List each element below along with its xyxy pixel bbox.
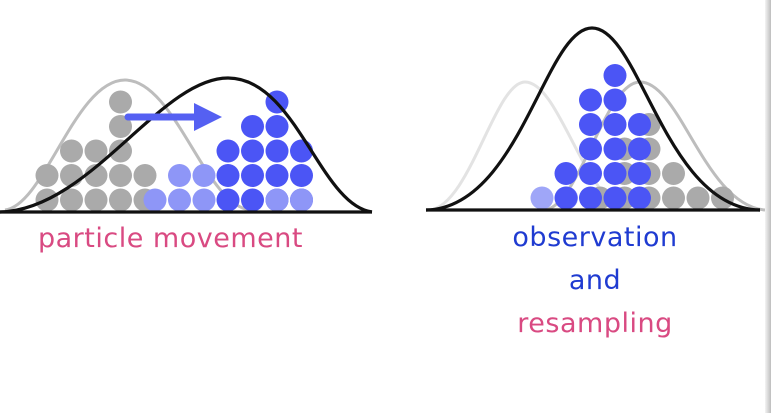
particle-moved <box>241 164 264 187</box>
particle-moved <box>168 164 191 187</box>
particle-moved <box>192 188 216 212</box>
observation-caption: observation <box>512 222 678 253</box>
particle-prior <box>84 188 108 212</box>
particle-resampled <box>628 137 651 161</box>
particle-prior <box>60 139 83 163</box>
particle-prior <box>84 139 108 163</box>
particle-moved <box>241 139 264 163</box>
particle-resampled <box>554 186 578 210</box>
particle-moved <box>290 164 313 187</box>
particle-moved <box>241 188 264 212</box>
particle-prior <box>662 162 685 185</box>
particle-prior <box>133 164 157 187</box>
particle-moved <box>290 188 313 212</box>
and-caption: and <box>568 265 622 296</box>
particle-moved <box>216 164 240 187</box>
particle-moved <box>265 139 289 163</box>
particle-moved <box>168 188 191 212</box>
particle-prior <box>109 115 132 138</box>
particle-moved <box>143 188 167 212</box>
particle-prior <box>35 164 59 187</box>
particle-prior <box>109 139 132 163</box>
particle-resampled <box>603 64 627 87</box>
particle-moved <box>265 188 289 212</box>
particle-resampled <box>579 113 602 136</box>
particle-movement-caption: particle movement <box>38 223 303 254</box>
particle-resampled <box>628 162 651 185</box>
particle-moved <box>216 188 240 212</box>
particle-prior <box>662 186 685 210</box>
particle-resampled <box>603 162 627 185</box>
resampling-caption: resampling <box>517 308 673 339</box>
particle-moved <box>265 164 289 187</box>
particle-resampled <box>603 88 627 112</box>
particle-prior <box>109 188 132 212</box>
predicted-distribution-curve <box>0 76 373 214</box>
posterior-distribution-curve <box>425 26 761 212</box>
particle-resampled <box>579 88 602 112</box>
particle-resampled <box>603 137 627 161</box>
particle-prior <box>60 188 83 212</box>
particle-moved <box>265 115 289 138</box>
arrow-right-icon <box>124 103 222 131</box>
particle-prior <box>109 164 132 187</box>
particle-moved <box>192 164 216 187</box>
particle-moved <box>241 115 264 138</box>
particle-movement-panel <box>0 76 373 214</box>
particle-resampled <box>603 113 627 136</box>
particle-prior <box>109 90 132 114</box>
particle-resampled <box>579 186 602 210</box>
resampled-particle-cloud <box>530 64 734 210</box>
particle-resampled <box>579 162 602 185</box>
particle-resampled <box>554 162 578 185</box>
particle-moved <box>216 139 240 163</box>
observation-resampling-panel <box>425 26 766 212</box>
particle-cloud <box>35 90 313 212</box>
particle-resampled <box>603 186 627 210</box>
particle-prior <box>686 186 710 210</box>
particle-resampled <box>530 186 554 210</box>
particle-moved <box>290 139 313 163</box>
particle-resampled <box>628 186 651 210</box>
particle-resampled <box>628 113 651 136</box>
particle-resampled <box>579 137 602 161</box>
window-edge <box>765 0 771 413</box>
